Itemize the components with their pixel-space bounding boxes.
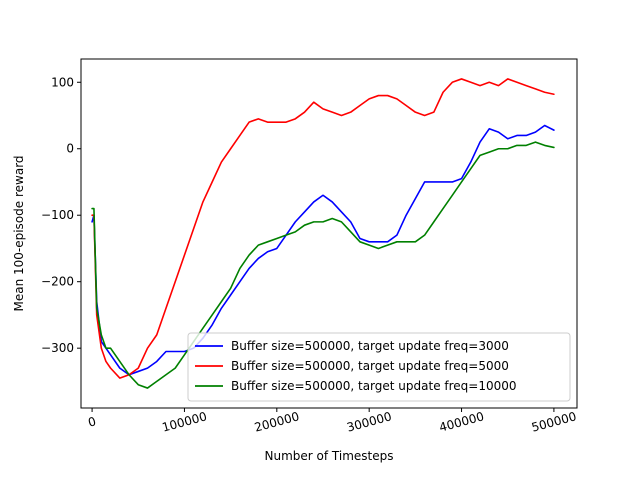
x-axis-ticks: 0 100000 200000 300000 400000 500000 [87,408,578,435]
y-axis-label: Mean 100-episode reward [12,155,26,311]
series-layer [91,78,555,389]
y-tick-label: 0 [66,142,74,156]
x-tick-label: 400000 [438,409,486,434]
y-tick-label: −200 [41,275,74,289]
legend-label-3: Buffer size=500000, target update freq=1… [231,379,517,393]
x-tick-label: 0 [87,414,98,430]
legend-box [187,332,571,402]
y-axis-ticks: −300 −200 −100 0 100 [41,75,81,355]
x-tick-label: 100000 [161,409,209,434]
legend-label-1: Buffer size=500000, target update freq=3… [231,339,509,353]
x-tick-label: 500000 [530,409,578,434]
x-axis-label: Number of Timesteps [265,449,394,463]
legend-label-2: Buffer size=500000, target update freq=5… [231,359,509,373]
series-line-2 [91,78,555,379]
plot-frame [80,58,578,409]
series-line-1 [91,124,555,376]
x-tick-label: 300000 [345,409,393,434]
series-line-3 [91,141,555,389]
x-tick-label: 200000 [253,409,301,434]
y-tick-label: −300 [41,341,74,355]
y-tick-label: −100 [41,208,74,222]
legend: Buffer size=500000, target update freq=3… [187,332,571,402]
y-tick-label: 100 [51,75,74,89]
